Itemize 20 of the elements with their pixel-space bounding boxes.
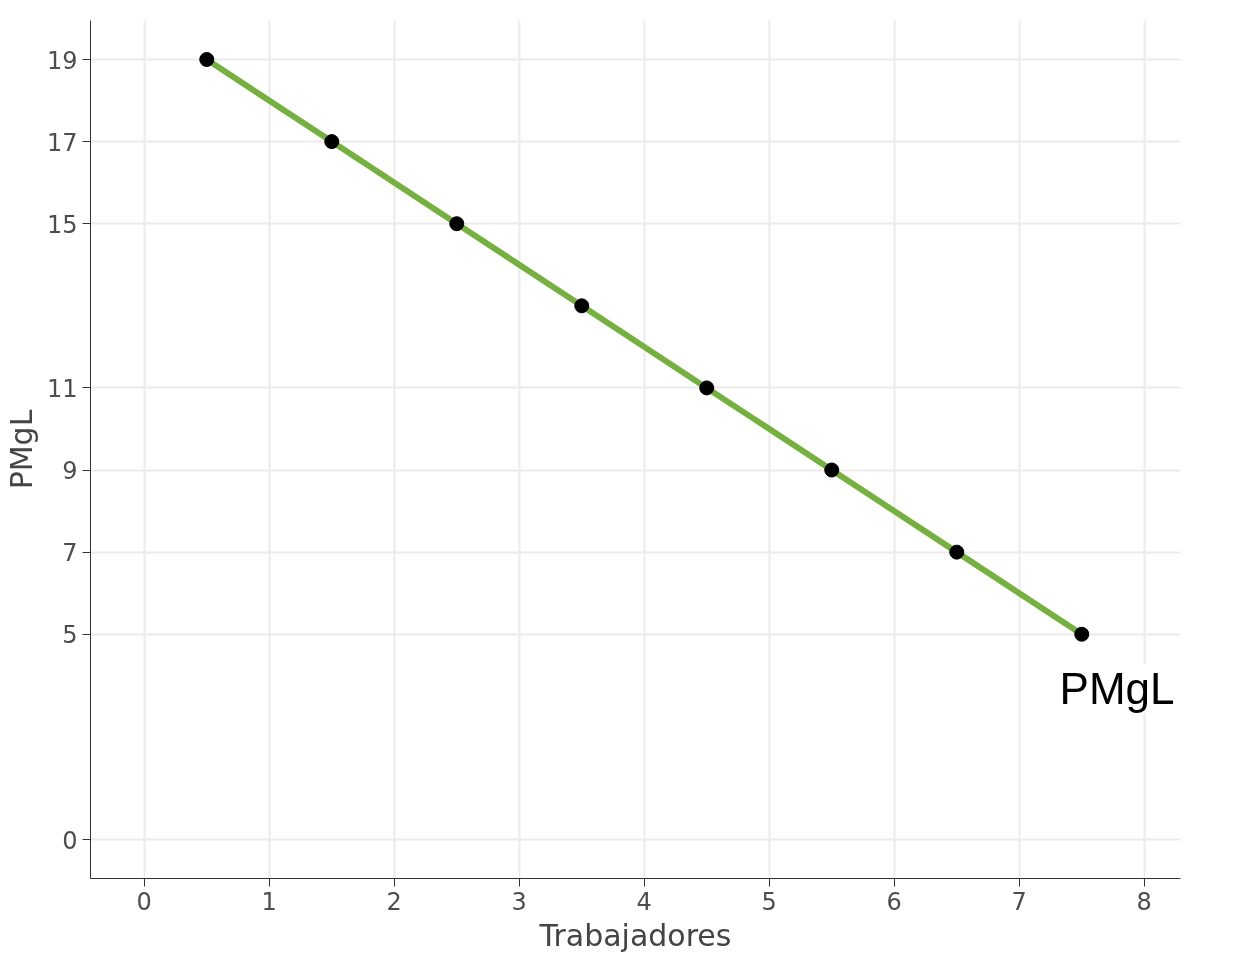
y-tick-label: 17 — [46, 128, 78, 157]
y-tick-label: 15 — [46, 210, 78, 239]
y-tick-label: 7 — [62, 539, 78, 568]
annotation: PMgL — [1059, 664, 1175, 713]
y-tick-label: 11 — [46, 374, 78, 403]
y-tick-label: 5 — [62, 621, 78, 650]
x-axis-title: Trabajadores — [538, 917, 732, 953]
x-tick-label: 8 — [1136, 887, 1152, 916]
x-tick-label: 6 — [886, 887, 902, 916]
y-tick-label: 9 — [62, 457, 78, 486]
x-tick-label: 0 — [136, 887, 152, 916]
x-tick-label: 3 — [511, 887, 527, 916]
x-tick-label: 1 — [261, 887, 277, 916]
x-tick-label: 5 — [761, 887, 777, 916]
y-tick-label: 0 — [62, 826, 78, 855]
x-tick-label: 7 — [1011, 887, 1027, 916]
y-tick-label: 19 — [46, 46, 78, 75]
y-axis-title: PMgL — [3, 409, 39, 490]
x-tick-label: 4 — [636, 887, 652, 916]
x-tick-label: 2 — [386, 887, 402, 916]
